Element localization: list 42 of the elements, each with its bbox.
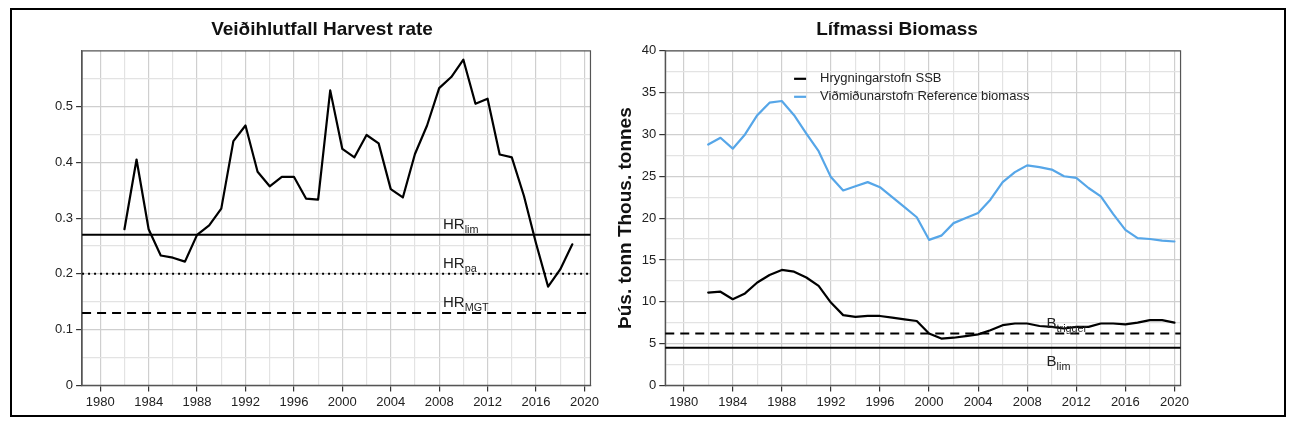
- x-tick-label: 1984: [718, 393, 748, 409]
- x-tick-label: 1980: [85, 393, 115, 409]
- y-tick-label: 20: [641, 209, 657, 225]
- x-tick-label: 2020: [569, 393, 599, 409]
- x-tick-label: 1988: [182, 393, 212, 409]
- x-tick-label: 2000: [327, 393, 357, 409]
- y-tick-label: 0: [65, 376, 74, 392]
- y-tick-label: 0.3: [54, 209, 74, 225]
- x-tick-label: 2004: [963, 393, 993, 409]
- x-tick-label: 2008: [424, 393, 454, 409]
- x-tick-label: 1992: [816, 393, 846, 409]
- y-tick-label: 35: [641, 84, 657, 100]
- y-tick-label: 0: [649, 376, 657, 392]
- x-tick-label: 1996: [865, 393, 895, 409]
- y-tick-label: 25: [641, 167, 657, 183]
- y-tick-label: 0.4: [54, 153, 74, 169]
- x-tick-label: 1988: [767, 393, 797, 409]
- y-tick-label: 40: [641, 42, 657, 58]
- y-tick-label: 15: [641, 251, 657, 267]
- y-tick-label: 0.2: [54, 265, 74, 281]
- x-tick-label: 2020: [1159, 393, 1189, 409]
- x-tick-label: 1980: [669, 393, 699, 409]
- legend-label: Hrygningarstofn SSB: [820, 70, 942, 86]
- x-tick-label: 2016: [1110, 393, 1140, 409]
- x-tick-label: 2000: [914, 393, 944, 409]
- x-tick-label: 2008: [1012, 393, 1042, 409]
- x-tick-label: 1984: [134, 393, 164, 409]
- x-tick-label: 1996: [279, 393, 309, 409]
- x-tick-label: 2016: [521, 393, 551, 409]
- x-tick-label: 2004: [376, 393, 406, 409]
- y-tick-label: 10: [641, 293, 657, 309]
- y-tick-label: 30: [641, 126, 657, 142]
- legend-label: Viðmiðunarstofn Reference biomass: [820, 88, 1030, 104]
- y-tick-label: 0.1: [54, 321, 74, 337]
- y-tick-label: 0.5: [54, 98, 74, 114]
- chart-title: Lífmassi Biomass: [816, 17, 978, 39]
- x-tick-label: 2012: [1061, 393, 1091, 409]
- y-tick-label: 5: [649, 335, 657, 351]
- chart-title: Veiðihlutfall Harvest rate: [211, 17, 433, 39]
- y-axis-title: Þús. tonn Thous. tonnes: [613, 107, 635, 329]
- x-tick-label: 1992: [231, 393, 260, 409]
- x-tick-label: 2012: [473, 393, 503, 409]
